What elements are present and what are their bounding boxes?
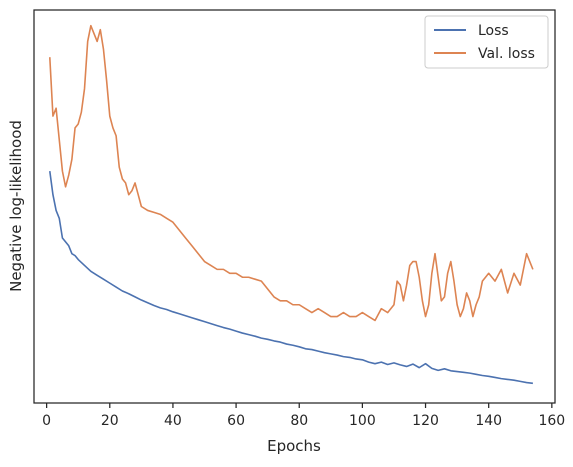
plot-background: [34, 10, 555, 403]
legend: Loss Val. loss: [424, 15, 549, 69]
x-axis-ticks: 0 20 40 60 80 100 120 140 160: [42, 403, 565, 429]
x-tick-label-60: 60: [227, 413, 245, 429]
x-tick-label-140: 140: [475, 413, 502, 429]
x-tick-label-80: 80: [290, 413, 308, 429]
series-line-loss: [48, 171, 533, 385]
x-tick-label-100: 100: [349, 413, 376, 429]
x-tick-label-0: 0: [42, 413, 51, 429]
x-tick-label-160: 160: [538, 413, 565, 429]
series-line-val-loss: [48, 24, 534, 322]
x-axis-label: Epochs: [267, 437, 321, 455]
x-tick-label-20: 20: [101, 413, 119, 429]
legend-label-loss: Loss: [478, 23, 509, 39]
legend-label-val-loss: Val. loss: [478, 46, 535, 62]
x-tick-label-40: 40: [164, 413, 182, 429]
plot-frame: [33, 9, 556, 404]
x-tick-label-120: 120: [412, 413, 439, 429]
series-layer: [48, 24, 534, 385]
y-axis-label: Negative log-likelihood: [7, 120, 25, 292]
